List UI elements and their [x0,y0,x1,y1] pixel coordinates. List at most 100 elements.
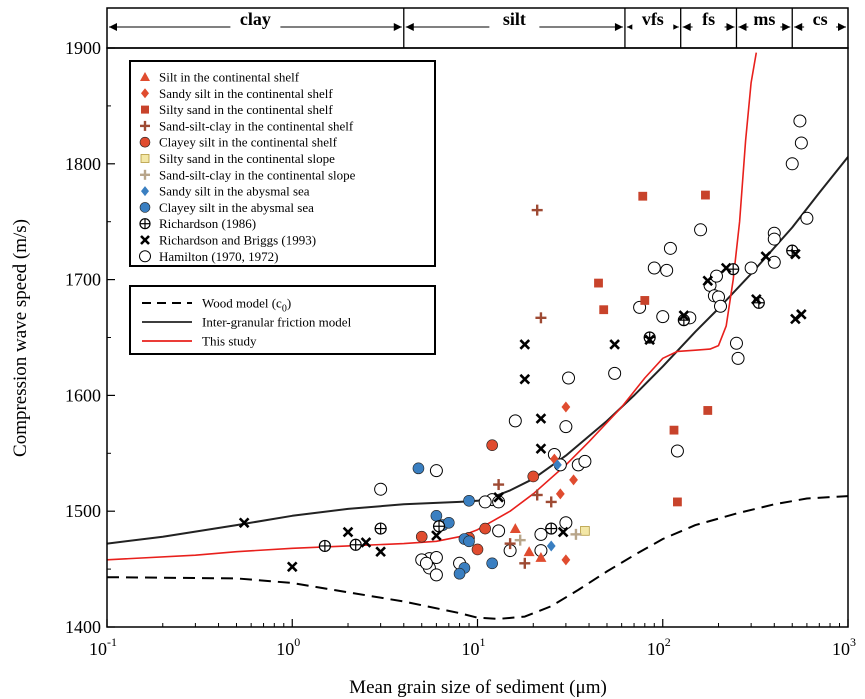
legend-label: Sandy silt in the continental shelf [159,86,333,101]
data-point-open-circle [794,136,808,150]
data-point-open-circle [508,414,522,428]
legend-label: Richardson and Briggs (1993) [159,233,316,248]
data-point-open-circle [729,336,743,350]
legend-label: Richardson (1986) [159,216,256,231]
class-label-vfs: vfs [642,9,664,29]
legend-label: Silty sand in the continental shelf [159,102,333,117]
data-point-x [609,339,620,350]
data-point-square [594,278,603,288]
class-label-cs: cs [813,9,828,29]
data-point-square [638,191,648,201]
grain-class-bar: clay silt vfs fs ms cs [106,7,849,49]
x-tick-label: 10-1 [89,635,117,659]
data-point-circle [471,543,484,556]
data-point-square [701,190,710,200]
y-axis-title: Compression wave speed (m/s) [10,219,31,457]
data-point-square [669,425,679,435]
class-label-bg [230,10,281,44]
axes: 10-1 100 101 102 103 1400 1500 1600 1700 1800 1900 [65,38,856,659]
data-point-open-circle [562,371,576,385]
x-tick-label: 101 [462,635,486,659]
y-tick-label: 1700 [65,270,101,290]
class-arrow-head-right [726,23,735,31]
class-label-silt: silt [503,9,526,29]
data-point-open-circle [663,241,677,255]
data-point-diamond [546,540,556,552]
legend-line-label: This study [202,334,257,349]
data-point-open-circle [660,263,674,277]
data-point-triangle [509,523,521,533]
class-arrow-head-right [614,23,623,31]
data-point-plus [504,538,516,550]
data-point-x [360,537,372,548]
data-point-circle [527,470,540,483]
data-point-open-circle [744,261,758,275]
data-point-open-circle [800,211,814,225]
data-point-x [760,251,772,262]
x-tick-label: 102 [647,635,671,659]
class-arrow-head-left [682,23,691,31]
data-point-circle [430,510,443,522]
data-point-x [720,262,732,274]
data-point-plus [535,312,547,324]
legend-points-frame [129,60,436,267]
data-point-open-circle [478,495,492,509]
data-point-square [599,305,609,315]
data-point-plus [531,489,543,501]
legend-marker-diamond [141,88,149,99]
data-point-open-circle [559,516,573,530]
y-tick-label: 1400 [65,617,101,637]
class-label-fs: fs [702,9,715,29]
data-point-circle-plus [349,538,362,551]
class-arrow-head-left [405,23,414,31]
data-point-circle-plus [374,522,387,535]
data-point-diamond [553,459,562,471]
legend-marker-square [140,154,150,163]
legend-label: Clayey silt in the continental shelf [159,135,338,150]
data-point-diamond [561,554,571,566]
class-arrow-head-right [838,23,846,31]
data-point-open-circle [429,551,443,565]
y-tick-label: 1500 [65,501,101,521]
y-tick-label: 1900 [65,38,101,58]
legend-marker-circle [139,136,151,148]
legend-marker-open-circle [139,250,151,263]
data-point-circle [463,494,475,507]
data-point-circle [479,522,491,535]
data-point-circle [463,535,475,548]
legend-label: Hamilton (1970, 1972) [159,249,279,264]
legend-marker-circle-plus [139,218,151,230]
data-point-open-circle [492,524,506,538]
legend-label: Sandy silt in the abysmal sea [159,184,310,199]
data-point-diamond [569,474,578,486]
class-arrow-head-left [109,23,117,31]
data-point-x [519,339,531,350]
data-point-x [751,293,762,305]
legend-line-label: Wood model (c0) [202,296,291,315]
data-point-open-circle [767,232,781,246]
data-point-open-circle [559,420,573,434]
data-point-x [790,248,801,260]
data-point-x [375,546,386,558]
data-point-plus [570,528,582,540]
y-tick-label: 1600 [65,385,101,405]
legend-marker-diamond [141,186,149,197]
y-tick-label: 1800 [65,154,101,174]
data-point-square [640,296,650,305]
data-point-x [342,526,354,538]
data-point-open-circle [647,261,661,275]
data-point-plus [531,204,543,216]
data-point-circle [486,439,498,451]
legend-label: Silty sand in the continental slope [159,151,335,166]
data-point-open-circle [694,223,708,237]
wood-model-curve [107,495,848,620]
class-label-bg [748,10,781,44]
data-point-circle [415,530,428,543]
data-point-open-circle [767,255,781,269]
data-point-x [557,526,569,538]
data-points [238,114,814,582]
data-point-diamond [561,401,571,413]
data-point-x [678,310,690,321]
